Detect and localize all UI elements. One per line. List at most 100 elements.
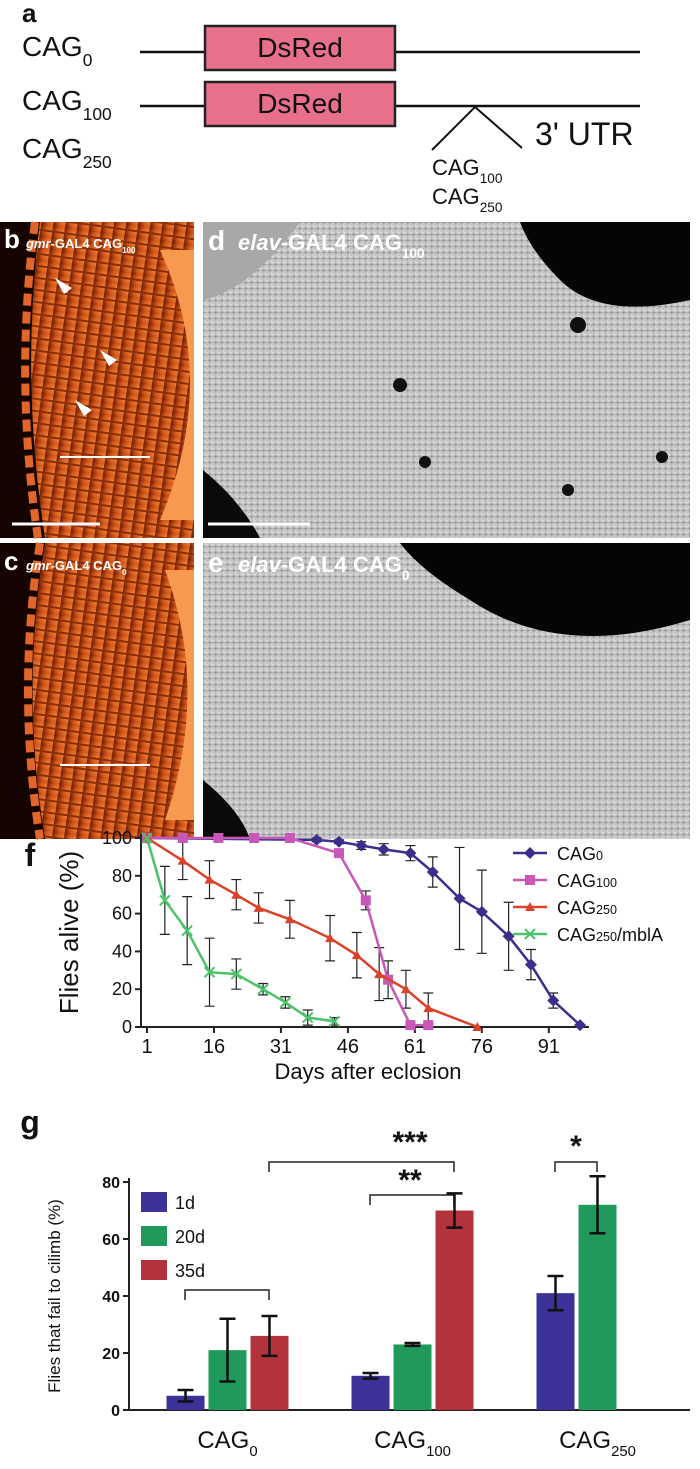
bracket xyxy=(184,1289,270,1300)
marker xyxy=(423,1020,434,1031)
panel-label: d xyxy=(208,225,225,256)
marker xyxy=(332,835,345,848)
construct-label: CAG100 xyxy=(22,85,112,124)
marker xyxy=(374,969,385,979)
x-tick-label: 76 xyxy=(471,1036,493,1058)
series-line xyxy=(147,836,429,1027)
retina-edge xyxy=(21,221,42,539)
insert-label: CAG250 xyxy=(432,184,503,215)
marker xyxy=(574,1019,587,1032)
panel-label: a xyxy=(22,0,37,28)
marker xyxy=(472,1022,483,1031)
image-d: d elav-GAL4 CAG100 xyxy=(203,222,690,538)
marker xyxy=(404,847,417,860)
dsred-box xyxy=(203,24,397,72)
series-line xyxy=(146,836,581,1027)
marker xyxy=(257,983,269,995)
significance: ** xyxy=(398,1164,422,1197)
x-tick-label: 91 xyxy=(538,1036,560,1058)
marker xyxy=(400,984,411,994)
inclusion xyxy=(570,317,586,333)
marker xyxy=(525,902,535,911)
y-axis-label: Flies that fail to cilimb (%) xyxy=(45,1199,64,1393)
marker xyxy=(524,958,537,971)
marker xyxy=(328,1015,341,1028)
eye-texture xyxy=(203,222,300,300)
marker xyxy=(230,968,243,980)
image-caption: elav-GAL4 CAG100 xyxy=(238,230,425,261)
marker xyxy=(177,833,188,843)
bar xyxy=(578,1204,617,1410)
panel-label: c xyxy=(4,546,18,576)
y-tick-label: 100 xyxy=(102,828,132,848)
marker xyxy=(284,833,295,843)
error-bar xyxy=(261,1314,278,1358)
retina-edge xyxy=(24,542,44,840)
bracket xyxy=(554,1161,598,1172)
inclusion xyxy=(393,378,407,392)
marker xyxy=(360,895,371,906)
bar xyxy=(351,1375,390,1410)
legend-label: 35d xyxy=(175,1261,205,1281)
marker xyxy=(141,832,153,844)
retina-core xyxy=(160,250,194,520)
legend-label: 20d xyxy=(175,1227,205,1247)
marker xyxy=(181,924,193,937)
box-label: DsRed xyxy=(257,32,343,63)
error-bar xyxy=(446,1192,463,1229)
bar xyxy=(166,1395,205,1410)
marker xyxy=(377,843,390,856)
construct-label: CAG250 xyxy=(22,133,112,172)
legend-swatch xyxy=(141,1226,167,1246)
dark-region xyxy=(203,780,250,839)
marker xyxy=(231,889,242,899)
panel-a: a DsRed DsRed 3' UTR CAG0 CAG100 CAG250 … xyxy=(22,0,640,215)
marker xyxy=(333,848,344,859)
bracket xyxy=(268,1161,455,1172)
marker xyxy=(204,874,215,884)
arrowhead xyxy=(100,350,117,366)
error-bar xyxy=(177,1388,194,1403)
insert-label: CAG100 xyxy=(432,155,503,186)
legend-label: CAG250/mblA xyxy=(557,925,663,945)
marker xyxy=(253,902,264,912)
arrowhead xyxy=(55,278,72,294)
x-tick-label: 46 xyxy=(337,1036,359,1058)
legend-label: CAG100 xyxy=(557,871,617,891)
y-tick-label: 40 xyxy=(112,941,132,961)
image-caption: gmr-GAL4 CAG100 xyxy=(25,236,136,255)
bar xyxy=(393,1344,432,1410)
marker xyxy=(475,905,488,918)
y-tick-label: 40 xyxy=(102,1289,120,1306)
y-tick-label: 60 xyxy=(112,904,132,924)
image-c: c gmr-GAL4 CAG0 xyxy=(0,542,194,840)
series-line xyxy=(145,837,335,1023)
x-tick-label: 31 xyxy=(270,1036,292,1058)
legend-swatch xyxy=(141,1192,167,1212)
image-caption: elav-GAL4 CAG0 xyxy=(238,552,410,583)
y-axis-label: Flies alive (%) xyxy=(54,851,84,1014)
marker xyxy=(325,933,336,943)
marker xyxy=(524,928,536,940)
marker xyxy=(203,966,216,978)
marker xyxy=(351,950,362,960)
panel-label: b xyxy=(4,224,20,254)
marker xyxy=(423,1003,434,1013)
image-caption: gmr-GAL4 CAG0 xyxy=(25,558,127,577)
x-tick-label: 16 xyxy=(203,1036,225,1058)
legend-label: 1d xyxy=(175,1193,195,1213)
marker xyxy=(310,833,323,846)
error-bar xyxy=(589,1175,606,1235)
bar xyxy=(536,1293,575,1410)
marker xyxy=(213,833,224,843)
marker xyxy=(249,833,260,843)
marker xyxy=(177,855,188,865)
marker xyxy=(279,996,292,1009)
error-bar xyxy=(219,1317,236,1383)
significance-brackets xyxy=(184,1161,598,1300)
y-tick-label: 60 xyxy=(102,1232,120,1249)
marker xyxy=(302,1011,314,1024)
error-bar xyxy=(362,1371,379,1380)
